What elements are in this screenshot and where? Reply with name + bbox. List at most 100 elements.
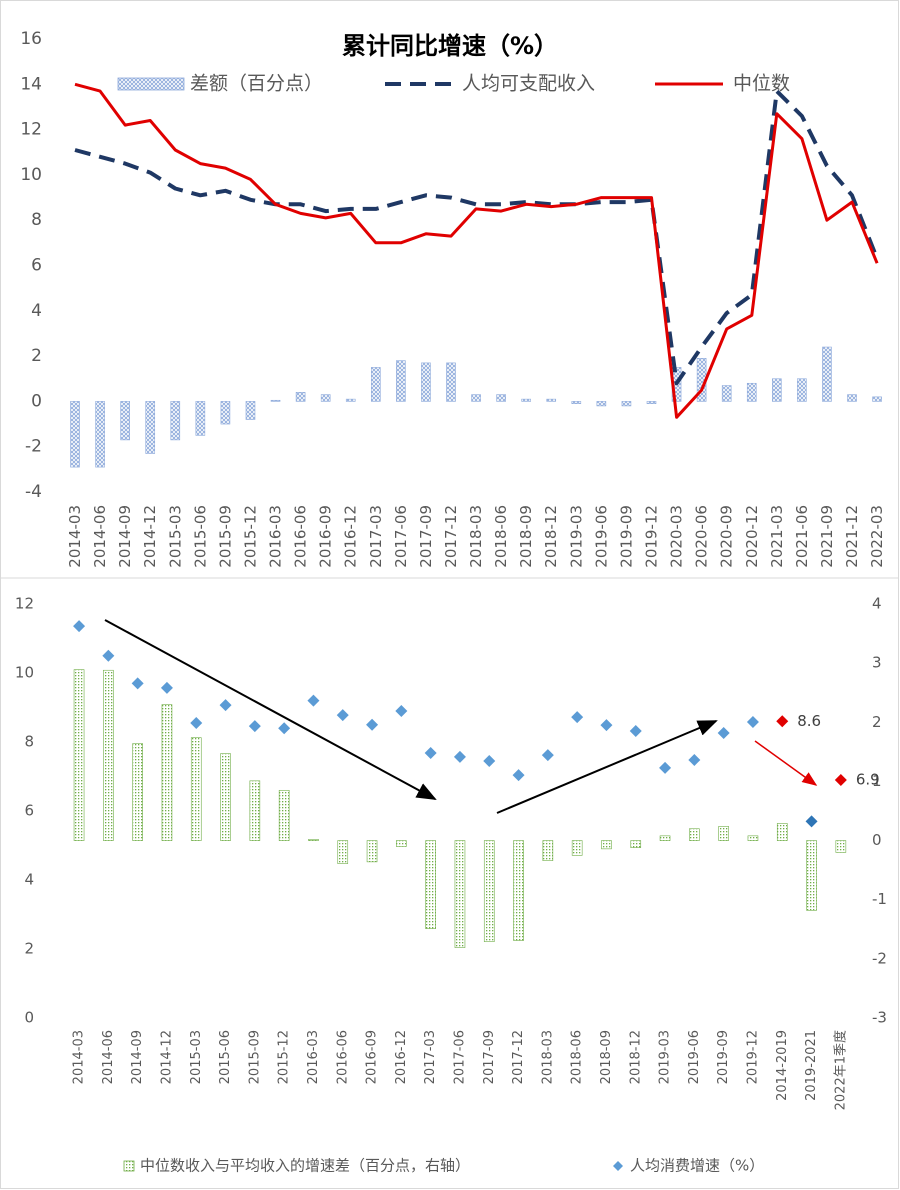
bar [270,399,281,402]
x-tick-label: 2021-03 [768,505,786,568]
x-tick-label: 2014-09 [116,505,134,568]
x-tick-label: 2018-06 [570,1030,585,1084]
point [571,711,584,724]
bar [190,737,202,841]
point [278,722,291,735]
x-tick-label: 2019-12 [642,505,660,568]
bar [746,382,757,402]
data-label: 8.6 [797,712,821,730]
point [424,747,437,760]
bar [872,396,882,402]
x-tick-label: 2019-09 [617,505,635,568]
bar [571,401,582,404]
point [366,718,379,731]
x-tick-label: 2018-06 [492,505,510,568]
trend-arrow [104,619,437,800]
bar [454,840,466,948]
x-tick-label: 2018-03 [540,1030,555,1084]
bar [145,401,156,454]
y2-tick-label: -2 [872,949,887,967]
y-tick-label: 8 [31,210,42,230]
y-tick-label: 4 [24,871,34,889]
x-tick-label: 2014-06 [101,1030,116,1084]
x-tick-label: 2021-12 [843,505,861,568]
point [541,749,554,762]
bar [103,669,114,841]
bar [689,828,700,841]
y-tick-label: 10 [20,165,42,185]
x-tick-label: 2016-12 [394,1030,409,1084]
x-tick-label: 2016-06 [335,1030,350,1084]
y-tick-label: 16 [20,29,42,49]
bar [471,394,481,402]
x-tick-label: 2017-12 [511,1030,526,1084]
x-tick-label: 2015-06 [191,505,209,568]
x-tick-label: 2016-12 [342,505,360,568]
bar [245,401,256,420]
bar [596,401,607,407]
line [74,89,879,386]
point [629,724,642,737]
bar [278,789,290,841]
x-tick-label: 2017-06 [452,1030,467,1084]
bar [772,378,782,402]
y-tick-label: -2 [25,437,42,457]
point [190,717,203,730]
bar [747,835,759,841]
y-tick-label: -4 [25,482,42,502]
x-tick-label: 2016-09 [317,505,335,568]
x-tick-label: 2017-03 [367,505,385,568]
point [483,754,496,767]
legend-label: 中位数 [733,73,790,95]
x-tick-label: 2017-06 [392,505,410,568]
point [600,719,613,732]
point [688,753,701,766]
point [776,715,789,728]
bar [220,401,231,425]
bar [822,346,832,402]
bar [70,401,80,468]
point [160,681,173,694]
legend-label: 差额（百分点） [190,73,323,95]
y2-tick-label: 0 [872,831,882,849]
y-tick-label: 6 [24,802,34,820]
x-tick-label: 2014-12 [159,1030,174,1084]
x-tick-label: 2015-09 [216,505,234,568]
y2-tick-label: 2 [872,713,882,731]
bar [345,398,356,402]
point [336,709,349,722]
x-tick-label: 2020-12 [743,505,761,568]
bar [496,394,506,402]
x-tick-label: 2021-06 [793,505,811,568]
bar [797,378,807,402]
bar [621,401,632,407]
bar [120,401,130,441]
x-tick-label: 2016-03 [306,1030,321,1084]
bar [132,743,143,841]
x-tick-label: 2020-06 [693,505,711,568]
x-tick-label: 2017-09 [417,505,435,568]
bar [718,826,729,841]
x-tick-label: 2016-09 [365,1030,380,1084]
x-tick-label: 2018-03 [467,505,485,568]
x-tick-label: 2014-09 [130,1030,145,1084]
y2-tick-label: 1 [872,772,882,790]
bar [835,840,847,853]
x-tick-label: 2015-03 [189,1030,204,1084]
bar [847,394,857,402]
data-label: 6.9 [856,770,880,788]
bar [630,840,642,848]
y2-tick-label: -1 [872,890,887,908]
legend-label: 中位数收入与平均收入的增速差（百分点，右轴） [140,1157,470,1175]
bar [73,669,85,841]
x-tick-label: 2014-12 [141,505,159,568]
bar [521,398,531,402]
y-tick-label: 12 [20,120,42,140]
x-tick-label: 2020-09 [718,505,736,568]
x-tick-label: 2021-09 [818,505,836,568]
line [74,82,879,419]
y2-tick-label: 3 [872,654,882,672]
x-tick-label: 2014-2019 [775,1030,790,1101]
x-tick-label: 2016-06 [292,505,310,568]
